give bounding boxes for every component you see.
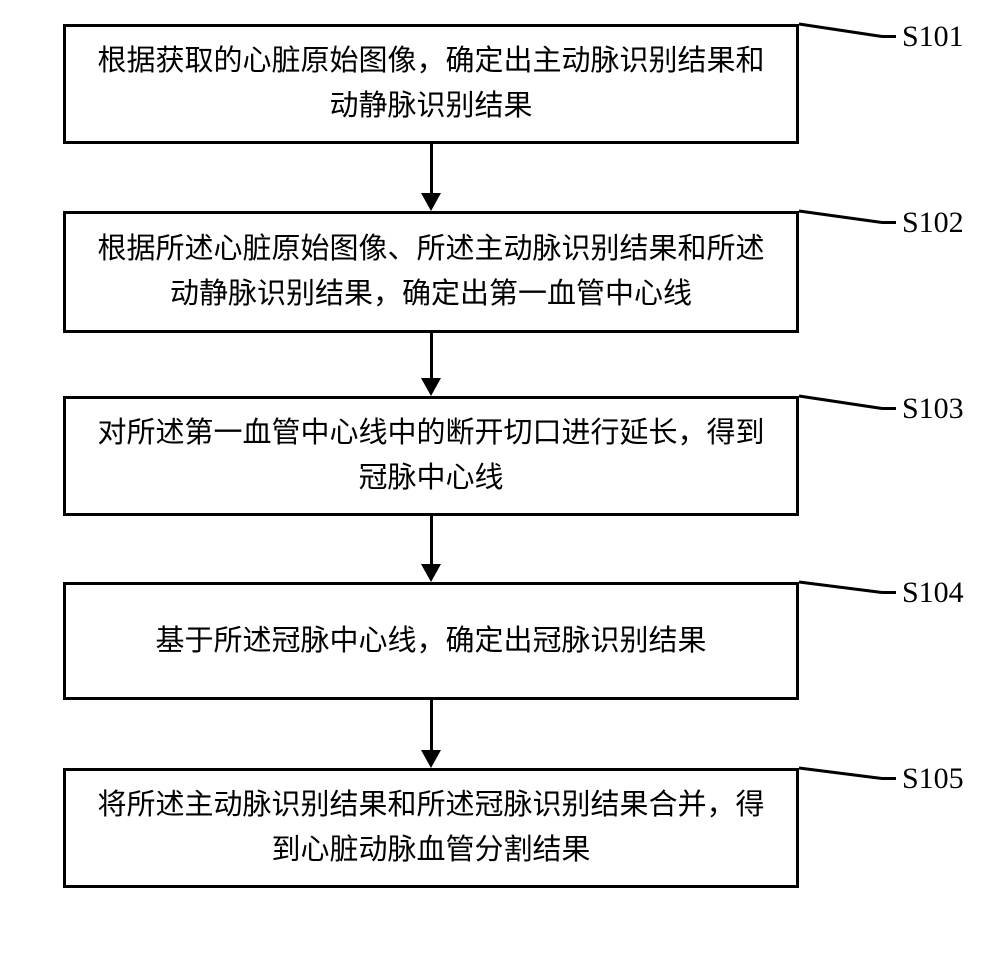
- arrow-head-s103-to-s104: [421, 564, 441, 582]
- step-label-s105: S105: [902, 762, 964, 796]
- step-text: 对所述第一血管中心线中的断开切口进行延长，得到冠脉中心线: [86, 411, 776, 501]
- arrow-shaft-s102-to-s103: [430, 333, 433, 378]
- step-label-s101: S101: [902, 20, 964, 54]
- arrow-head-s101-to-s102: [421, 193, 441, 211]
- step-text: 根据所述心脏原始图像、所述主动脉识别结果和所述动静脉识别结果，确定出第一血管中心…: [86, 227, 776, 317]
- step-text: 基于所述冠脉中心线，确定出冠脉识别结果: [155, 619, 706, 664]
- step-label-s103: S103: [902, 392, 964, 426]
- flowchart-step-s102: 根据所述心脏原始图像、所述主动脉识别结果和所述动静脉识别结果，确定出第一血管中心…: [63, 211, 799, 333]
- arrow-head-s104-to-s105: [421, 750, 441, 768]
- step-text: 将所述主动脉识别结果和所述冠脉识别结果合并，得到心脏动脉血管分割结果: [86, 783, 776, 873]
- flowchart-step-s105: 将所述主动脉识别结果和所述冠脉识别结果合并，得到心脏动脉血管分割结果: [63, 768, 799, 888]
- flowchart-step-s101: 根据获取的心脏原始图像，确定出主动脉识别结果和动静脉识别结果: [63, 24, 799, 144]
- arrow-shaft-s101-to-s102: [430, 144, 433, 193]
- flowchart-step-s104: 基于所述冠脉中心线，确定出冠脉识别结果: [63, 582, 799, 700]
- flowchart-canvas: 根据获取的心脏原始图像，确定出主动脉识别结果和动静脉识别结果 S101 根据所述心脏…: [0, 0, 1000, 957]
- arrow-shaft-s104-to-s105: [430, 700, 433, 750]
- arrow-head-s102-to-s103: [421, 378, 441, 396]
- step-text: 根据获取的心脏原始图像，确定出主动脉识别结果和动静脉识别结果: [86, 39, 776, 129]
- arrow-shaft-s103-to-s104: [430, 516, 433, 564]
- flowchart-step-s103: 对所述第一血管中心线中的断开切口进行延长，得到冠脉中心线: [63, 396, 799, 516]
- step-label-s102: S102: [902, 206, 964, 240]
- step-label-s104: S104: [902, 576, 964, 610]
